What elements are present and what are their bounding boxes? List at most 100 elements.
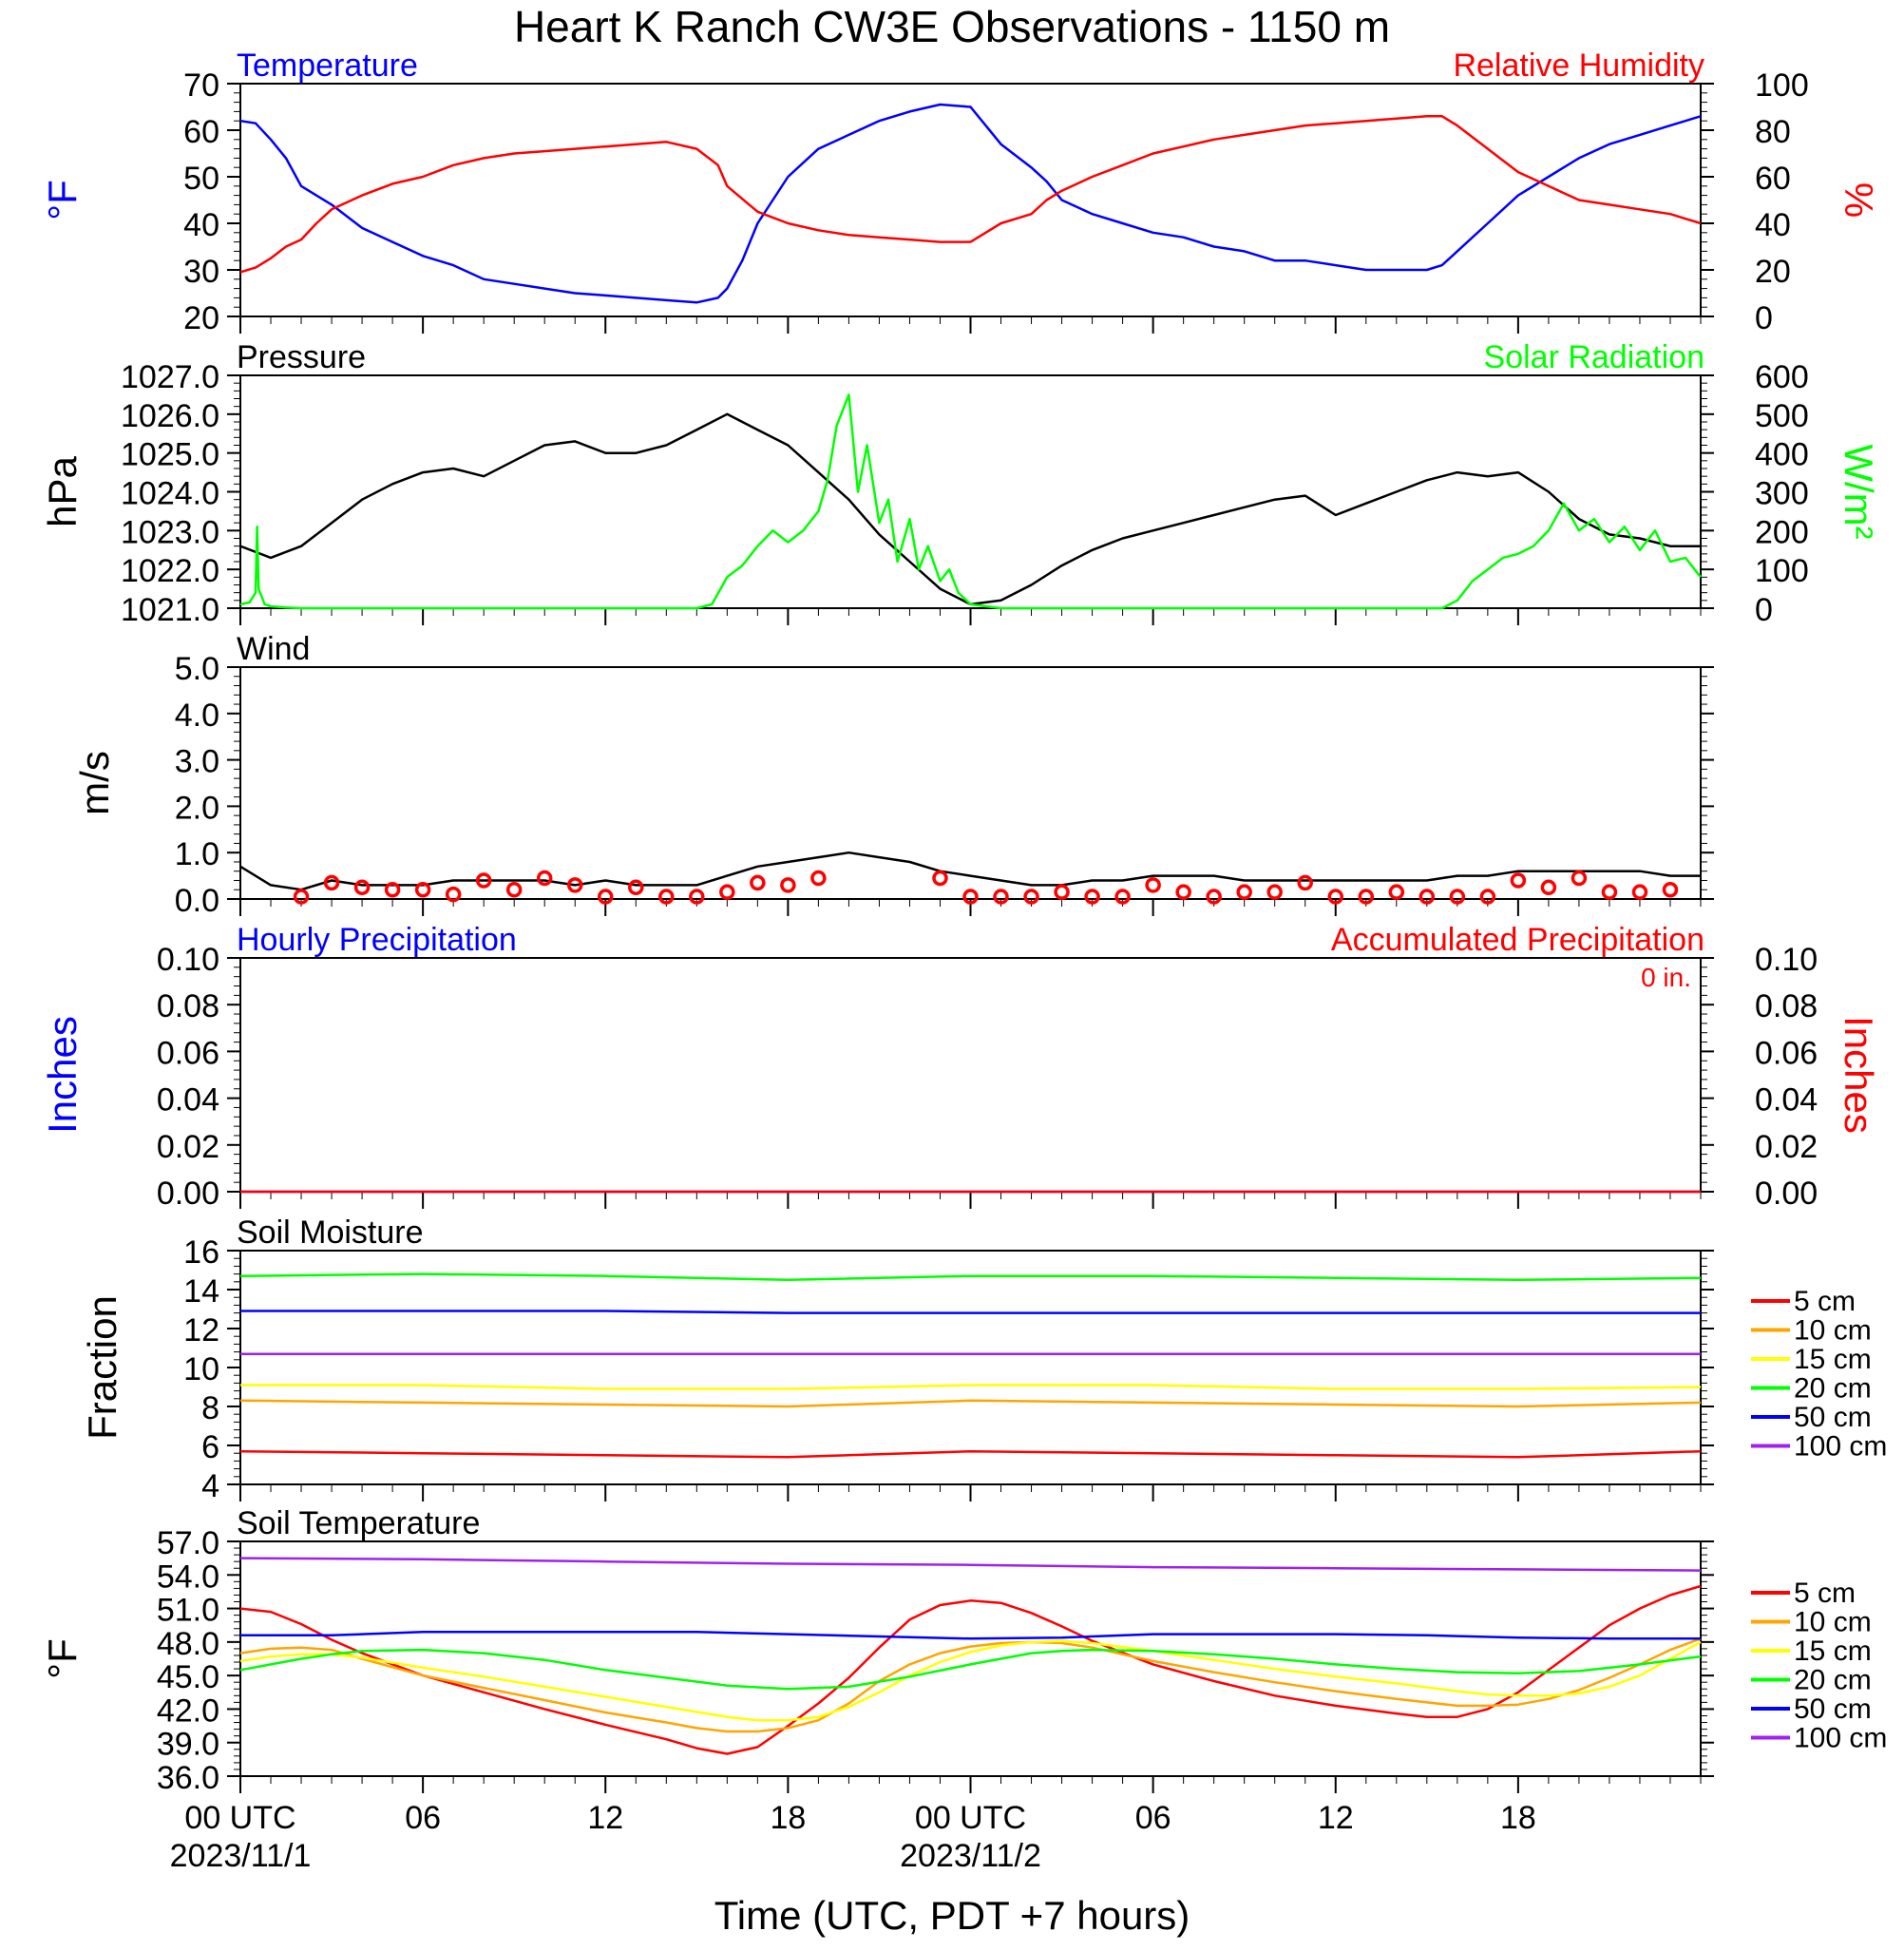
y-right-tick-label: 500 [1755, 398, 1809, 434]
series-line-soilt-3 [239, 1648, 1702, 1691]
series-line-soilm-2 [240, 1384, 1702, 1390]
y-tick-label: 10 [183, 1351, 219, 1387]
legend-label: 15 cm [1794, 1344, 1872, 1375]
series-line-soilt-1 [239, 1637, 1702, 1733]
wind-calm-marker [1297, 874, 1313, 891]
y-right-tick-label: 100 [1755, 67, 1809, 104]
panel-title-left: Temperature [237, 48, 418, 84]
y-tick-label: 70 [183, 67, 219, 104]
legend-label: 20 cm [1794, 1665, 1872, 1696]
panel-precip: 0.00 0.02 0.04 0.06 0.08 0.10 0.00 0.02 0.04 0.06… [40, 922, 1881, 1212]
x-tick-label: 06 [1135, 1800, 1171, 1836]
y-tick-label: 0.06 [157, 1035, 219, 1071]
wind-calm-marker [1418, 889, 1436, 905]
series-line-soilt-5 [239, 1557, 1702, 1572]
wind-calm-marker [628, 879, 644, 896]
y-axis-label-right: % [1837, 182, 1881, 218]
precip-total-annotation: 0 in. [1641, 963, 1691, 992]
y-right-tick-label: 0 [1755, 592, 1773, 628]
panel-title-left: Pressure [237, 339, 366, 375]
series-line-soilm-1 [239, 1399, 1702, 1408]
series-line-pres-0 [239, 412, 1701, 606]
wind-calm-marker [445, 886, 462, 903]
x-tick-label: 00 UTC [915, 1800, 1026, 1836]
wind-calm-marker [993, 889, 1009, 905]
panel-title-left: Hourly Precipitation [237, 922, 517, 958]
x-tick-label: 12 [587, 1800, 623, 1836]
y-tick-label: 0.00 [157, 1176, 219, 1212]
wind-calm-marker [1236, 884, 1252, 900]
y-tick-label: 1024.0 [121, 476, 219, 512]
y-axis-label-left: °F [40, 1638, 85, 1678]
wind-calm-marker [750, 874, 766, 891]
legend-label: 15 cm [1794, 1635, 1872, 1667]
y-tick-label: 6 [201, 1429, 219, 1465]
wind-calm-marker [1601, 884, 1618, 900]
series-line-soilm-0 [239, 1449, 1702, 1459]
series-line-soilt-0 [239, 1584, 1702, 1755]
y-tick-label: 0.0 [175, 883, 219, 919]
wind-calm-marker [1175, 884, 1191, 900]
y-tick-label: 50 [183, 161, 219, 197]
x-tick-label: 00 UTC [184, 1800, 295, 1836]
y-right-tick-label: 0.04 [1755, 1082, 1818, 1119]
y-tick-label: 4 [201, 1468, 219, 1504]
wind-calm-marker [1023, 889, 1039, 905]
wind-calm-marker [323, 874, 340, 891]
plot-frame [239, 1250, 1702, 1485]
wind-calm-marker [780, 877, 796, 893]
y-right-tick-label: 0.10 [1755, 942, 1818, 978]
legend-label: 10 cm [1794, 1607, 1872, 1638]
panel-title-left: Wind [237, 631, 310, 667]
legend-label: 20 cm [1794, 1373, 1872, 1405]
y-right-tick-label: 0.06 [1755, 1035, 1818, 1071]
wind-calm-marker [414, 881, 431, 898]
y-right-tick-label: 400 [1755, 437, 1809, 473]
panel-title-right: Solar Radiation [1484, 339, 1704, 375]
wind-calm-marker [1510, 872, 1527, 889]
y-axis-label-left: Inches [40, 1016, 85, 1134]
x-tick-label: 06 [405, 1800, 441, 1836]
wind-calm-marker [1327, 889, 1343, 905]
legend-label: 5 cm [1794, 1286, 1856, 1317]
y-axis-label-left: hPa [40, 455, 85, 526]
wind-calm-marker [658, 889, 675, 905]
legend-label: 100 cm [1794, 1431, 1887, 1463]
y-tick-label: 1022.0 [121, 553, 219, 589]
plot-frame [239, 666, 1702, 900]
wind-calm-marker [1388, 884, 1405, 900]
x-date-label: 2023/11/1 [170, 1838, 312, 1874]
panel-wind: 0.0 1.0 2.0 3.0 4.0 5.0 Wind m/s [72, 631, 1714, 919]
y-right-tick-label: 0.00 [1755, 1176, 1818, 1212]
y-tick-label: 1027.0 [121, 359, 219, 395]
plot-frame [239, 957, 1702, 1193]
y-tick-label: 60 [183, 114, 219, 150]
plot-frame [239, 1540, 1702, 1777]
panel-temp: 20 30 40 50 60 70 0 20 40 60 80 100 Temperature Relat… [40, 48, 1881, 336]
x-tick-label: 18 [1500, 1800, 1536, 1836]
y-tick-label: 3.0 [175, 744, 219, 780]
y-tick-label: 30 [183, 254, 219, 290]
y-tick-label: 45.0 [157, 1659, 219, 1695]
series-line-temp-1 [239, 115, 1702, 274]
legend-label: 100 cm [1794, 1723, 1887, 1754]
legend-label: 50 cm [1794, 1402, 1872, 1433]
series-line-pres-1 [239, 393, 1702, 610]
x-tick-label: 12 [1318, 1800, 1354, 1836]
legend-label: 10 cm [1794, 1315, 1872, 1347]
x-axis-label: Time (UTC, PDT +7 hours) [714, 1893, 1190, 1938]
y-tick-label: 57.0 [157, 1525, 219, 1561]
panel-title-right: Relative Humidity [1453, 48, 1704, 84]
chart-title: Heart K Ranch CW3E Observations - 1150 m [514, 2, 1390, 51]
y-axis-label-right: W/m² [1837, 444, 1881, 539]
legend-label: 5 cm [1794, 1578, 1856, 1609]
plot-frame [239, 83, 1702, 317]
y-right-tick-label: 100 [1755, 553, 1809, 589]
y-right-tick-label: 40 [1755, 207, 1791, 243]
wind-calm-marker [598, 889, 614, 905]
y-tick-label: 39.0 [157, 1727, 219, 1763]
y-tick-label: 1026.0 [121, 398, 219, 434]
wind-calm-marker [719, 884, 735, 900]
